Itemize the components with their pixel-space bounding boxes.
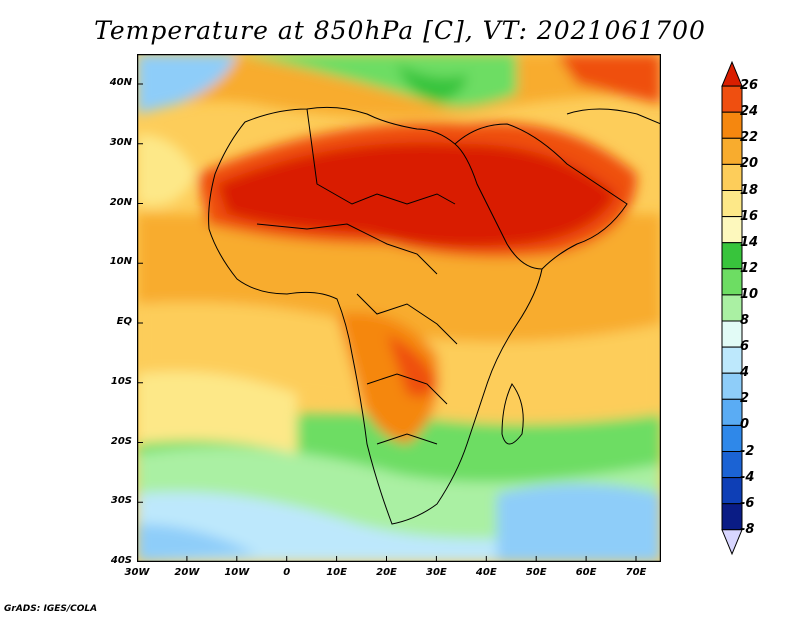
colorbar-tick-label: 6 xyxy=(740,339,750,355)
colorbar-swatch xyxy=(721,529,743,556)
colorbar-tick-label: 14 xyxy=(740,234,759,250)
lon-tick-label: 60E xyxy=(575,567,597,578)
colorbar-swatch xyxy=(721,320,743,348)
lon-tick-label: 20E xyxy=(376,567,397,578)
colorbar-swatch xyxy=(721,424,743,452)
lat-tick-label: 20N xyxy=(109,196,132,208)
colorbar-swatch xyxy=(721,163,743,192)
colorbar-swatch xyxy=(721,346,743,374)
colorbar-swatch xyxy=(721,216,743,244)
grads-credit: GrADS: IGES/COLA xyxy=(4,604,98,614)
colorbar-tick-label: 20 xyxy=(740,156,759,172)
lat-tick-label: 30S xyxy=(110,495,132,507)
colorbar-swatch xyxy=(721,372,743,400)
map-title: Temperature at 850hPa [C], VT: 202106170… xyxy=(94,16,706,45)
axis-ticks xyxy=(137,83,637,562)
lat-tick-label: EQ xyxy=(116,316,132,327)
lat-tick-label: 40N xyxy=(109,77,132,88)
colorbar-swatch xyxy=(721,85,743,113)
colorbar xyxy=(721,60,743,556)
colorbar-tick-label: -2 xyxy=(740,443,755,459)
colorbar-tick-label: 10 xyxy=(740,286,759,302)
lat-tick-label: 10S xyxy=(110,375,132,387)
colorbar-tick-label: -6 xyxy=(740,495,755,511)
lat-tick-label: 40S xyxy=(110,555,132,566)
lon-tick-label: 70E xyxy=(625,567,647,578)
colorbar-swatch xyxy=(721,60,743,87)
colorbar-tick-label: 2 xyxy=(740,391,750,407)
colorbar-tick-label: 0 xyxy=(740,417,750,433)
lon-tick-label: 10E xyxy=(326,567,347,578)
colorbar-swatch xyxy=(721,137,743,165)
temperature-field xyxy=(137,54,661,562)
colorbar-swatch xyxy=(721,111,743,139)
lat-tick-label: 20S xyxy=(110,435,132,447)
colorbar-tick-label: 16 xyxy=(740,208,759,224)
colorbar-swatch xyxy=(721,398,743,426)
colorbar-swatch xyxy=(721,268,743,296)
colorbar-swatch xyxy=(721,503,743,531)
colorbar-tick-label: 22 xyxy=(740,130,759,146)
coastlines xyxy=(208,106,661,525)
map-frame xyxy=(137,54,661,562)
colorbar-tick-label: -4 xyxy=(740,469,755,485)
map-canvas xyxy=(137,54,661,562)
colorbar-tick-label: 12 xyxy=(740,260,759,276)
colorbar-tick-label: 8 xyxy=(740,313,750,328)
lon-tick-label: 30E xyxy=(426,567,447,578)
colorbar-tick-label: 26 xyxy=(740,78,759,94)
colorbar-tick-label: 24 xyxy=(740,104,759,120)
colorbar-swatch xyxy=(721,477,743,505)
colorbar-tick-label: 4 xyxy=(740,365,750,381)
lat-tick-label: 10N xyxy=(109,256,132,268)
lat-tick-label: 30N xyxy=(109,136,132,148)
colorbar-swatch xyxy=(721,451,743,479)
lon-tick-label: 20W xyxy=(174,567,200,578)
colorbar-tick-label: 18 xyxy=(740,182,759,198)
lon-tick-label: 0 xyxy=(283,567,291,578)
lon-tick-label: 10W xyxy=(224,567,250,578)
colorbar-tick-label: -8 xyxy=(740,521,755,537)
lon-tick-label: 30W xyxy=(124,567,150,578)
temperature-map xyxy=(137,54,661,562)
lon-tick-label: 50E xyxy=(525,567,547,578)
lon-tick-label: 40E xyxy=(475,567,497,578)
colorbar-swatch xyxy=(721,294,743,322)
colorbar-swatch xyxy=(721,190,743,218)
colorbar-swatch xyxy=(721,242,743,270)
